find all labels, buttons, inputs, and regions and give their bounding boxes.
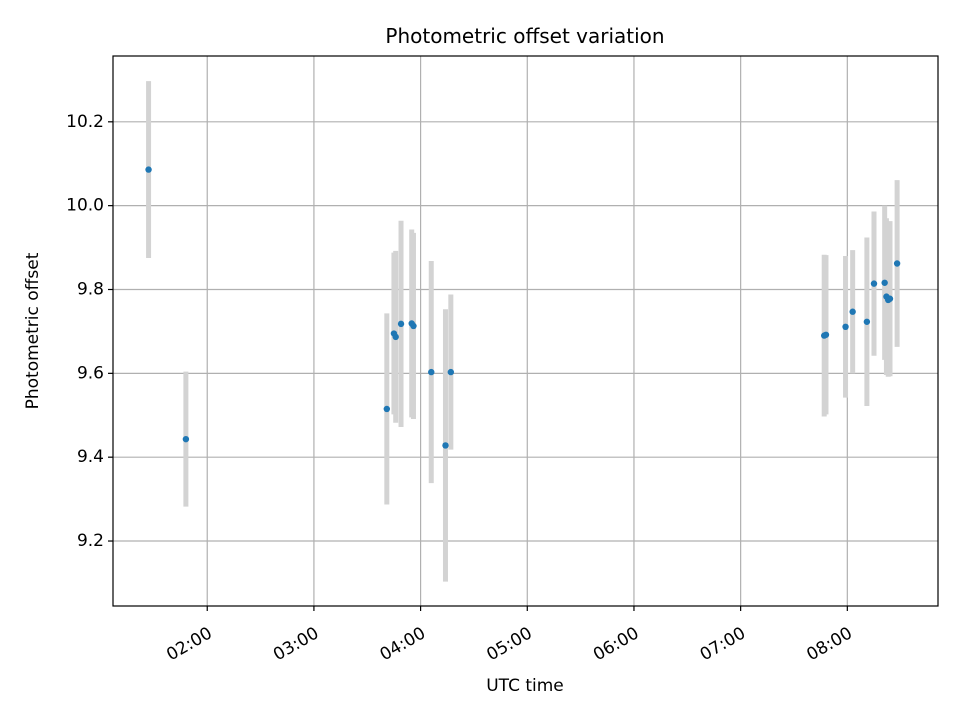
- y-tick-label: 9.6: [77, 363, 104, 383]
- data-point: [383, 405, 391, 413]
- grid: [113, 56, 938, 606]
- data-point: [893, 260, 901, 267]
- data-point: [842, 323, 849, 331]
- data-point: [392, 333, 399, 341]
- data-point: [881, 279, 888, 286]
- y-tick-label: 10.2: [66, 112, 104, 132]
- data-points: [145, 166, 901, 449]
- data-point: [145, 166, 152, 173]
- data-point: [849, 308, 856, 315]
- data-point: [870, 280, 878, 287]
- data-point: [822, 331, 830, 338]
- data-point: [886, 295, 894, 302]
- data-point: [447, 368, 455, 376]
- data-point: [182, 435, 190, 443]
- data-point: [442, 442, 449, 449]
- data-point: [863, 318, 871, 325]
- y-tick-label: 10.0: [66, 196, 104, 216]
- y-tick-label: 9.4: [77, 447, 104, 467]
- y-axis-label: Photometric offset: [23, 252, 43, 409]
- chart-title: Photometric offset variation: [385, 24, 664, 48]
- x-axis-label: UTC time: [486, 676, 564, 696]
- y-tick-label: 9.8: [77, 279, 104, 299]
- data-point: [428, 368, 435, 376]
- data-point: [410, 322, 417, 330]
- y-axis-ticks: 9.2 9.4 9.6 9.8 10.0 10.2: [66, 112, 113, 551]
- data-point: [397, 320, 405, 328]
- plot-frame: [112, 55, 939, 607]
- plot-area: [113, 56, 938, 606]
- y-tick-label: 9.2: [77, 531, 104, 551]
